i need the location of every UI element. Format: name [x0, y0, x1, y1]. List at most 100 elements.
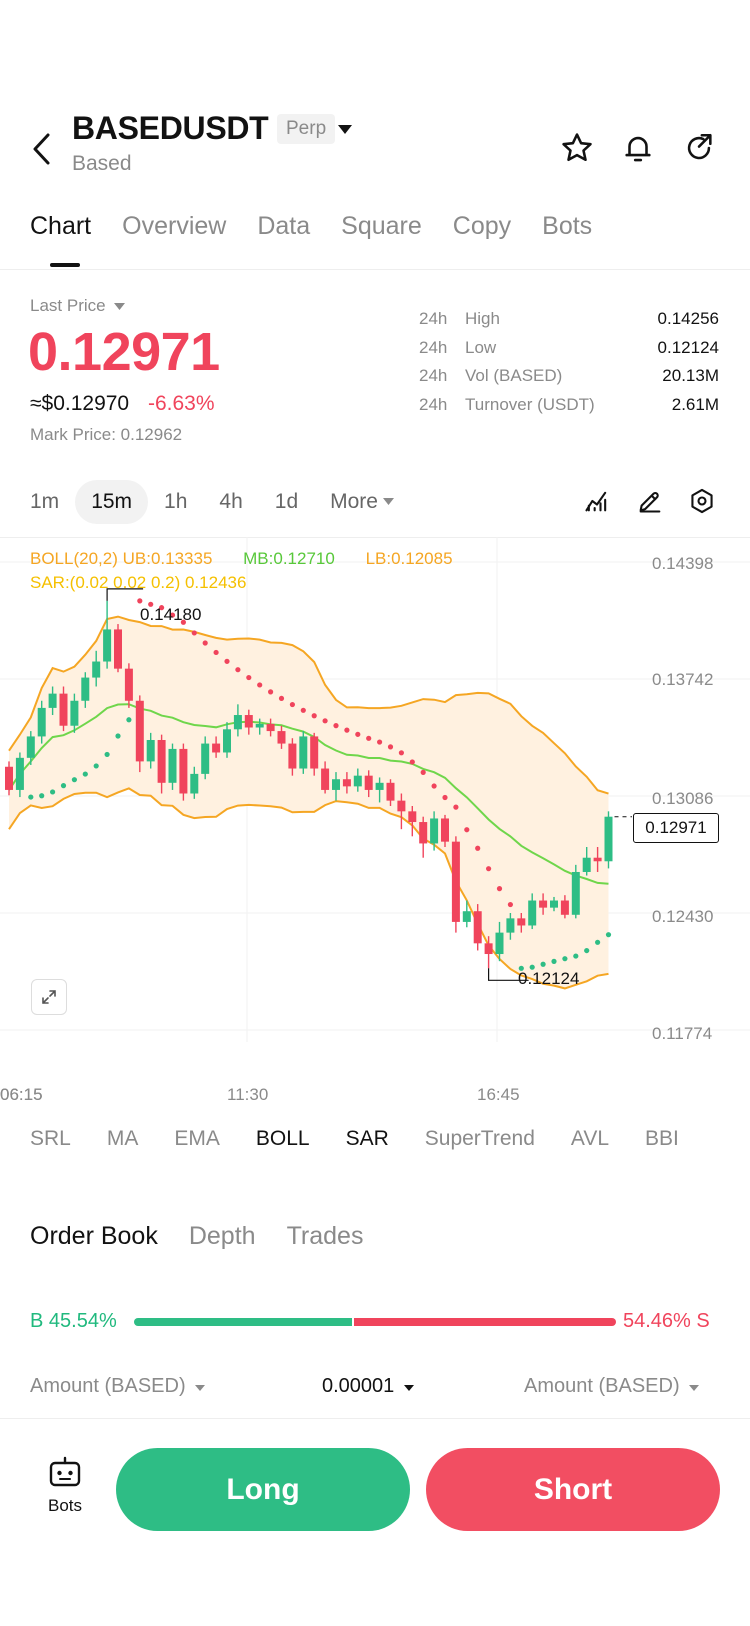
stat-high: 24h High 0.14256 — [419, 305, 719, 334]
indicator-avl[interactable]: AVL — [570, 1127, 610, 1150]
indicator-ema[interactable]: EMA — [174, 1127, 220, 1150]
alert-button[interactable] — [618, 128, 658, 168]
tab-depth[interactable]: Depth — [188, 1222, 256, 1250]
tab-trades[interactable]: Trades — [286, 1222, 364, 1250]
sar-dot — [398, 750, 404, 756]
x-axis-label: 06:15 — [0, 1085, 43, 1104]
boll-upper-line — [8, 615, 609, 795]
candle-body — [386, 782, 395, 801]
tab-bots[interactable]: Bots — [542, 212, 593, 240]
candle-body — [473, 911, 482, 944]
pair-title[interactable]: BASEDUSDT — [72, 110, 269, 146]
tab-data[interactable]: Data — [257, 212, 311, 240]
sar-dot — [300, 707, 306, 713]
y-axis-label: 0.12430 — [652, 907, 714, 926]
sar-dot — [71, 777, 77, 783]
amount-column-label: Amount (BASED) — [524, 1375, 680, 1397]
stat-period: 24h — [419, 337, 448, 357]
indicator-supertrend[interactable]: SuperTrend — [424, 1127, 535, 1150]
favorite-button[interactable] — [557, 128, 597, 168]
candle-body — [408, 811, 417, 823]
y-axis-label: 0.13086 — [652, 789, 714, 808]
sar-dot — [202, 640, 208, 646]
long-button[interactable]: Long — [116, 1448, 410, 1531]
low-marker-label: 0.12124 — [518, 969, 580, 988]
sar-dot — [322, 718, 328, 724]
indicator-sar[interactable]: SAR — [345, 1127, 389, 1150]
sar-dot — [126, 717, 132, 723]
chart-settings-button[interactable] — [684, 483, 720, 519]
sar-dot — [224, 658, 230, 664]
sar-dot — [573, 953, 579, 959]
interval-more[interactable]: More — [314, 480, 410, 524]
tab-order-book[interactable]: Order Book — [30, 1222, 158, 1250]
candle-body — [462, 911, 471, 922]
interval-1d[interactable]: 1d — [274, 490, 299, 513]
candle-body — [179, 748, 188, 794]
bots-button[interactable]: Bots — [40, 1456, 90, 1516]
sar-dot — [595, 939, 601, 945]
back-button[interactable] — [22, 124, 62, 174]
stat-value: 20.13M — [662, 366, 719, 386]
indicator-bbi[interactable]: BBI — [645, 1127, 679, 1150]
pair-dropdown-icon[interactable] — [338, 122, 362, 140]
pencil-icon — [639, 492, 661, 513]
candle-body — [48, 693, 57, 708]
candle-body — [430, 818, 439, 844]
interval-selector: 1m 15m 1h 4h 1d More — [30, 480, 410, 524]
indicator-boll[interactable]: BOLL — [255, 1127, 310, 1150]
caret-down-icon — [403, 1385, 414, 1391]
active-tab-indicator — [50, 263, 80, 267]
tab-chart[interactable]: Chart — [30, 212, 92, 240]
tab-square[interactable]: Square — [341, 212, 422, 240]
stat-value: 0.14256 — [657, 309, 719, 329]
sar-dot — [507, 901, 513, 908]
interval-1h[interactable]: 1h — [164, 490, 188, 513]
price-chart[interactable]: BOLL(20,2) UB:0.13335 MB:0.12710 LB:0.12… — [0, 537, 750, 1104]
indicator-srl[interactable]: SRL — [30, 1127, 71, 1150]
sar-dot — [289, 701, 295, 708]
caret-down-icon — [338, 125, 352, 134]
sar-dot — [475, 845, 481, 851]
candle-body — [70, 700, 79, 726]
stat-label: Turnover (USDT) — [465, 394, 595, 414]
sar-dot — [311, 713, 317, 719]
candle-body — [299, 736, 308, 769]
last-price-label: Last Price — [30, 296, 106, 315]
candle-body — [223, 729, 231, 753]
candle-body — [59, 693, 68, 726]
sar-dot — [464, 827, 470, 833]
sar-dot — [551, 958, 557, 964]
last-price: 0.12971 — [28, 322, 220, 382]
precision-selector[interactable]: 0.00001 — [322, 1375, 414, 1398]
short-button[interactable]: Short — [426, 1448, 720, 1531]
candle-body — [124, 668, 133, 701]
draw-button[interactable] — [632, 483, 668, 519]
share-button[interactable] — [679, 128, 719, 168]
candle-body — [157, 739, 166, 783]
indicators-button[interactable] — [579, 483, 615, 519]
indicator-ma[interactable]: MA — [106, 1127, 139, 1150]
candlestick-chart[interactable] — [0, 537, 750, 1082]
sar-dot — [180, 619, 186, 625]
amount-column-right[interactable]: Amount (BASED) — [524, 1375, 700, 1398]
stat-volume: 24h Vol (BASED) 20.13M — [419, 362, 719, 391]
tab-overview[interactable]: Overview — [122, 212, 227, 240]
tab-copy[interactable]: Copy — [452, 212, 512, 240]
interval-1m[interactable]: 1m — [30, 490, 60, 513]
perp-badge: Perp — [277, 114, 336, 144]
sar-dot — [115, 733, 121, 739]
fullscreen-button[interactable] — [31, 979, 67, 1015]
boll-ub: BOLL(20,2) UB:0.13335 — [30, 549, 213, 568]
sar-dot — [257, 682, 263, 688]
candle-body — [560, 900, 569, 915]
last-price-selector[interactable]: Last Price — [30, 296, 126, 316]
interval-4h[interactable]: 4h — [219, 490, 243, 513]
sell-ratio: 54.46% S — [623, 1310, 710, 1332]
stat-label: Vol (BASED) — [465, 366, 563, 386]
sar-dot — [60, 783, 67, 789]
amount-column-left[interactable]: Amount (BASED) — [30, 1375, 206, 1398]
sar-dot — [453, 804, 459, 810]
sar-dot — [191, 630, 197, 636]
interval-15m[interactable]: 15m — [75, 480, 149, 524]
